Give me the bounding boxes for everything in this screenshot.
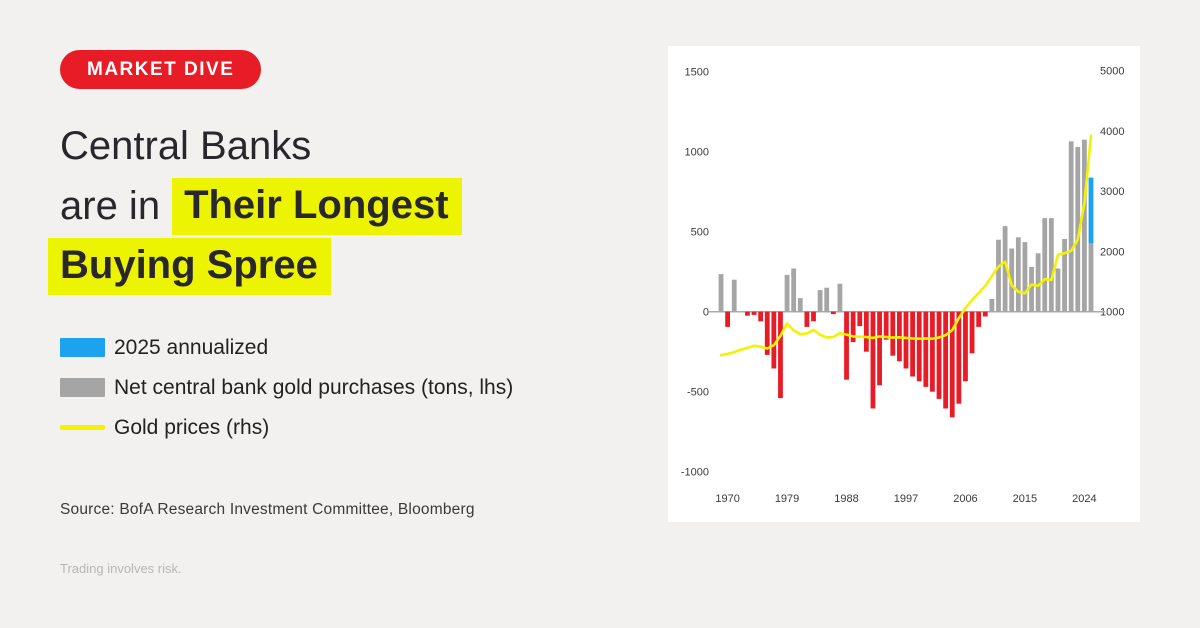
chart-bar: [771, 311, 777, 369]
page-title: Central Banks are in Their Longest Buyin…: [48, 116, 462, 296]
gold-price-line: [719, 134, 1093, 357]
x-tick-label: 1988: [834, 493, 858, 505]
chart-bar: [956, 311, 962, 404]
chart-bar: [1048, 218, 1054, 312]
legend-item-gold-prices: Gold prices (rhs): [60, 415, 513, 439]
rhs-tick-label: 3000: [1100, 186, 1124, 198]
rhs-tick-label: 1000: [1100, 307, 1124, 319]
chart-bar: [969, 311, 975, 354]
chart-bar: [910, 311, 916, 377]
x-tick-label: 1970: [715, 493, 739, 505]
rhs-tick-label: 5000: [1100, 66, 1124, 78]
chart-bar: [1081, 139, 1087, 312]
source-note: Source: BofA Research Investment Committ…: [60, 501, 475, 518]
chart-bar: [963, 311, 968, 382]
chart-bar: [745, 311, 750, 316]
chart-legend: 2025 annualized Net central bank gold pu…: [60, 335, 514, 458]
legend-label: Gold prices (rhs): [114, 415, 270, 439]
chart-bar: [890, 311, 896, 356]
x-tick-label: 2024: [1072, 493, 1096, 505]
chart-bar: [804, 311, 810, 327]
chart-bar: [731, 279, 737, 312]
chart-bar: [1055, 268, 1061, 312]
risk-disclaimer: Trading involves risk.: [60, 561, 182, 576]
chart-bar: [837, 283, 843, 312]
market-dive-badge: MARKET DIVE: [60, 50, 262, 89]
lhs-tick-label: -500: [687, 387, 709, 399]
legend-label: 2025 annualized: [114, 335, 269, 359]
legend-label: Net central bank gold purchases (tons, l…: [114, 375, 514, 399]
chart-bar: [1035, 253, 1041, 312]
chart-bar: [1002, 226, 1008, 312]
yellow-line-swatch-icon: [60, 425, 105, 430]
title-text: Central Banks: [60, 123, 312, 168]
lhs-tick-label: -1000: [681, 467, 709, 479]
title-line-3: Buying Spree: [48, 236, 462, 296]
gold-purchases-chart: 150010005000-500-10005000400030002000100…: [681, 66, 1125, 506]
x-tick-label: 1997: [894, 493, 918, 505]
lhs-tick-label: 0: [703, 307, 709, 319]
chart-bar: [850, 311, 856, 343]
chart-bar: [923, 311, 929, 387]
chart-bar: [1042, 218, 1048, 312]
chart-bar: [1015, 237, 1021, 312]
chart-bar: [903, 311, 909, 369]
gray-bar-swatch-icon: [60, 378, 105, 397]
blue-bar-swatch-icon: [60, 338, 105, 357]
chart-bar: [870, 311, 876, 409]
bar-2025-actual: [1088, 243, 1094, 312]
title-line-2: are in Their Longest: [60, 176, 462, 236]
chart-bar: [797, 298, 803, 312]
lhs-tick-label: 500: [691, 227, 709, 239]
badge-label: MARKET DIVE: [87, 58, 235, 80]
lhs-tick-label: 1500: [685, 67, 709, 79]
chart-bar: [758, 311, 764, 322]
chart-bar: [949, 311, 955, 418]
chart-bar: [830, 311, 836, 315]
chart-bar: [883, 311, 889, 340]
chart-bar: [936, 311, 942, 399]
title-line-1: Central Banks: [60, 116, 462, 176]
rhs-tick-label: 4000: [1100, 126, 1124, 138]
chart-bar: [764, 311, 770, 355]
chart-bar: [784, 274, 790, 312]
chart-bar: [751, 311, 757, 315]
chart-bar: [1068, 141, 1074, 312]
chart-bar: [791, 268, 797, 312]
x-tick-label: 2015: [1013, 493, 1037, 505]
chart-bar: [844, 311, 849, 380]
chart-bar: [1062, 238, 1067, 312]
chart-bar: [996, 239, 1001, 312]
chart-bar: [824, 287, 830, 312]
chart-bar: [1075, 146, 1081, 312]
lhs-tick-label: 1000: [685, 147, 709, 159]
title-highlight: Buying Spree: [48, 237, 331, 295]
chart-bar: [982, 311, 988, 317]
x-tick-label: 1979: [775, 493, 799, 505]
chart-bar: [943, 311, 949, 409]
x-tick-label: 2006: [953, 493, 977, 505]
title-highlight: Their Longest: [172, 177, 462, 235]
chart-bar: [1009, 248, 1015, 312]
chart-bar: [930, 311, 935, 392]
chart-bar: [877, 311, 882, 386]
chart-bar: [916, 311, 922, 382]
chart-bar: [718, 274, 724, 312]
bar-2025-annualized: [1088, 177, 1094, 244]
chart-bar: [989, 298, 995, 312]
gold-purchases-chart-panel: 1500 1000 500 0 -500 -1000 5000 4000 3000 2000 100…: [668, 46, 1140, 522]
chart-bar: [817, 290, 823, 312]
rhs-tick-label: 2000: [1100, 246, 1124, 258]
chart-bar: [778, 311, 783, 399]
legend-item-2025-annualized: 2025 annualized: [60, 335, 513, 359]
chart-bar: [1029, 266, 1034, 312]
chart-bar: [857, 311, 863, 327]
title-text: are in: [60, 183, 161, 228]
chart-bar: [1022, 242, 1028, 312]
chart-bar: [863, 311, 869, 352]
chart-bar: [976, 311, 982, 327]
legend-item-net-purchases: Net central bank gold purchases (tons, l…: [60, 375, 514, 399]
chart-bar: [811, 311, 816, 322]
chart-bar: [725, 311, 731, 327]
